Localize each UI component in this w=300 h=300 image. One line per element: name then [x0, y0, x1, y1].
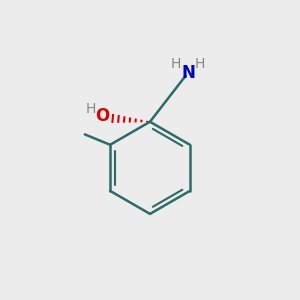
- Text: H: H: [85, 102, 96, 116]
- Text: H: H: [171, 57, 181, 71]
- Text: H: H: [195, 57, 205, 71]
- Text: N: N: [181, 64, 195, 82]
- Text: O: O: [95, 107, 110, 125]
